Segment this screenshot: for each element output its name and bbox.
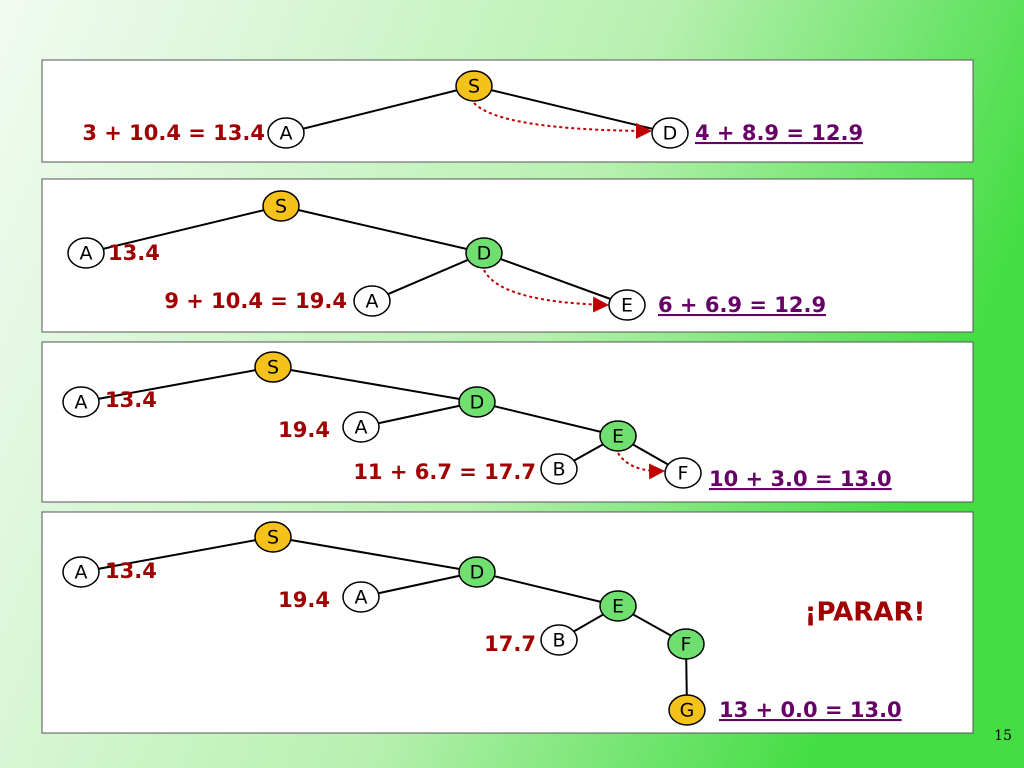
- edge: [476, 401, 619, 437]
- node: [599, 420, 637, 452]
- node-label: F: [678, 463, 689, 485]
- page-number: 15: [994, 728, 1012, 744]
- edge: [285, 85, 475, 134]
- node-label: D: [470, 562, 485, 584]
- cost-label: 13.4: [105, 388, 157, 412]
- cost-label: 13.4: [105, 559, 157, 583]
- node-label: A: [80, 243, 93, 265]
- edge: [272, 536, 478, 573]
- node: [342, 581, 380, 613]
- edge: [476, 571, 619, 607]
- node: [62, 556, 100, 588]
- node: [540, 453, 578, 485]
- edge: [280, 205, 485, 254]
- node: [267, 117, 305, 149]
- node-label: A: [75, 392, 88, 414]
- arrow: [483, 269, 609, 313]
- node: [608, 289, 646, 321]
- edge: [483, 252, 628, 306]
- edge: [360, 571, 478, 598]
- node: [254, 521, 292, 553]
- node-label: E: [612, 426, 624, 448]
- node-label: D: [663, 123, 678, 145]
- node-label: S: [267, 527, 279, 549]
- node: [455, 70, 493, 102]
- node: [67, 237, 105, 269]
- node: [62, 386, 100, 418]
- cost-label: 19.4: [278, 588, 330, 612]
- node: [458, 386, 496, 418]
- node-label: E: [621, 295, 633, 317]
- node-label: S: [267, 357, 279, 379]
- node-label: F: [681, 634, 692, 656]
- cost-label: 17.7: [484, 632, 536, 656]
- cost-label: 19.4: [278, 418, 330, 442]
- result-label: 6 + 6.9 = 12.9: [658, 293, 826, 317]
- edge: [85, 205, 282, 254]
- panel: [41, 59, 974, 163]
- edge: [371, 252, 485, 302]
- node: [254, 351, 292, 383]
- arrow: [473, 102, 652, 139]
- edge: [272, 366, 478, 403]
- node: [599, 590, 637, 622]
- edge: [80, 536, 274, 573]
- panel: [41, 341, 974, 503]
- node-label: S: [468, 76, 480, 98]
- node-label: S: [275, 196, 287, 218]
- node-label: A: [75, 562, 88, 584]
- panel: [41, 511, 974, 734]
- node-label: E: [612, 596, 624, 618]
- cost-label: 11 + 6.7 = 17.7: [353, 460, 536, 484]
- node: [664, 457, 702, 489]
- result-label: 4 + 8.9 = 12.9: [695, 121, 863, 145]
- node-label: B: [552, 459, 565, 481]
- result-label: 10 + 3.0 = 13.0: [709, 467, 892, 491]
- node: [458, 556, 496, 588]
- edge: [360, 401, 478, 428]
- node-label: B: [552, 630, 565, 652]
- node: [465, 237, 503, 269]
- node: [342, 411, 380, 443]
- node: [540, 624, 578, 656]
- cost-label: 13.4: [108, 241, 160, 265]
- node-label: D: [477, 243, 492, 265]
- node: [651, 117, 689, 149]
- node-label: A: [366, 291, 379, 313]
- node: [353, 285, 391, 317]
- edge: [80, 366, 274, 403]
- node-label: A: [355, 417, 368, 439]
- result-label: 13 + 0.0 = 13.0: [719, 698, 902, 722]
- node-label: D: [470, 392, 485, 414]
- panel: [41, 178, 974, 333]
- node-label: A: [355, 587, 368, 609]
- cost-label: 9 + 10.4 = 19.4: [164, 289, 347, 313]
- node: [667, 628, 705, 660]
- node-label: A: [280, 123, 293, 145]
- node-label: G: [680, 700, 695, 722]
- cost-label: 3 + 10.4 = 13.4: [82, 121, 265, 145]
- node: [668, 694, 706, 726]
- stop-note: ¡PARAR!: [805, 598, 926, 628]
- node: [262, 190, 300, 222]
